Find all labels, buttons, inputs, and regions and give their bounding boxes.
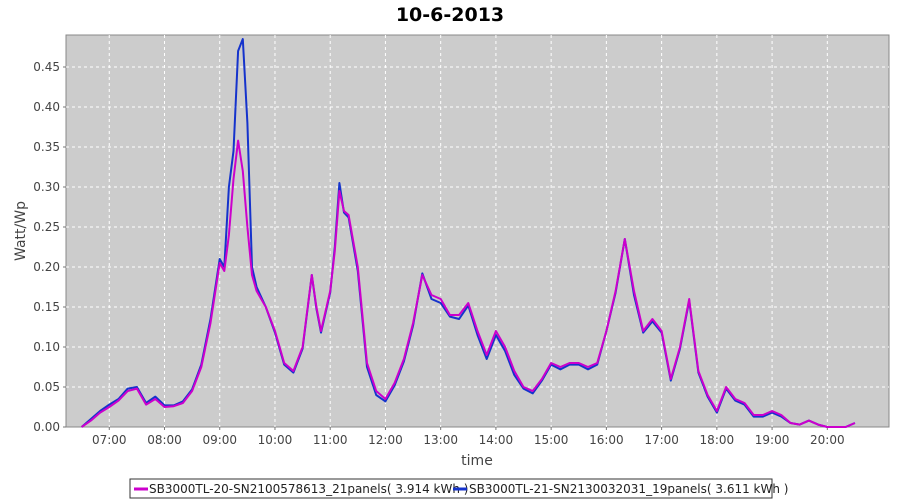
y-tick-label: 0.25 xyxy=(33,220,60,234)
x-tick-label: 11:00 xyxy=(313,433,348,447)
x-axis: 07:00 08:00 09:00 10:00 11:00 12:00 13:00 14:00… xyxy=(92,427,845,447)
x-tick-label: 13:00 xyxy=(423,433,458,447)
legend-label-series-1: SB3000TL-20-SN2100578613_21panels( 3.914… xyxy=(149,482,468,496)
x-tick-label: 07:00 xyxy=(92,433,127,447)
y-tick-label: 0.45 xyxy=(33,60,60,74)
y-tick-label: 0.30 xyxy=(33,180,60,194)
x-tick-label: 17:00 xyxy=(644,433,679,447)
y-tick-label: 0.00 xyxy=(33,420,60,434)
y-tick-label: 0.05 xyxy=(33,380,60,394)
x-tick-label: 10:00 xyxy=(258,433,293,447)
y-tick-label: 0.20 xyxy=(33,260,60,274)
plot-area xyxy=(65,34,890,428)
legend-box xyxy=(129,478,773,499)
chart-title: 10-6-2013 xyxy=(396,4,504,26)
legend-label-series-2: SB3000TL-21-SN2130032031_19panels( 3.611… xyxy=(469,482,788,496)
x-tick-label: 09:00 xyxy=(202,433,237,447)
grid-lines xyxy=(66,35,889,427)
x-tick-label: 12:00 xyxy=(368,433,403,447)
x-tick-label: 08:00 xyxy=(147,433,182,447)
x-axis-title: time xyxy=(461,453,493,469)
series-layer xyxy=(80,38,856,428)
y-tick-label: 0.35 xyxy=(33,140,60,154)
y-tick-label: 0.15 xyxy=(33,300,60,314)
x-tick-label: 14:00 xyxy=(479,433,514,447)
y-tick-label: 0.40 xyxy=(33,100,60,114)
y-axis: 0.00 0.05 0.10 0.15 0.20 0.25 0.30 0.35 0.40 0.45 xyxy=(33,60,66,434)
x-tick-label: 15:00 xyxy=(534,433,569,447)
x-tick-label: 18:00 xyxy=(700,433,735,447)
x-tick-label: 20:00 xyxy=(810,433,845,447)
x-tick-label: 19:00 xyxy=(755,433,790,447)
y-axis-title: Watt/Wp xyxy=(13,201,29,261)
series-line-1 xyxy=(81,139,856,428)
x-tick-label: 16:00 xyxy=(589,433,624,447)
y-tick-label: 0.10 xyxy=(33,340,60,354)
legend: SB3000TL-20-SN2100578613_21panels( 3.914… xyxy=(129,478,788,499)
